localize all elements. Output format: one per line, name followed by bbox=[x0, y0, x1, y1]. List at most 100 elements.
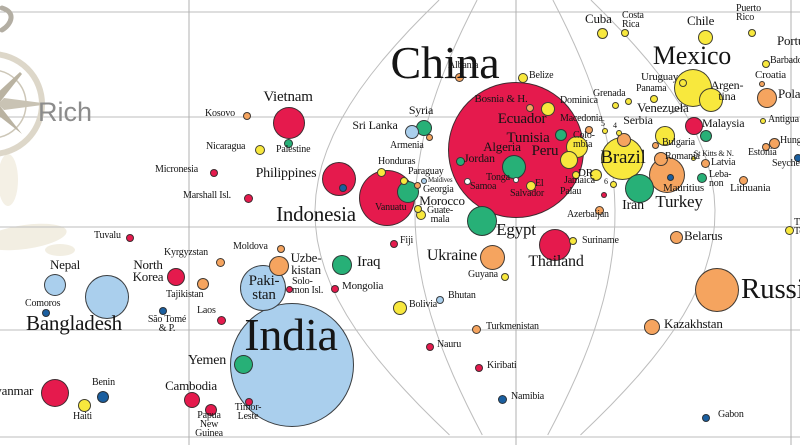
label-colo-mbia: Colo- mbia bbox=[573, 130, 595, 151]
bubble-puerto-rico bbox=[748, 29, 756, 37]
bubble-bhutan bbox=[436, 296, 444, 304]
bubble-dominican-rep bbox=[590, 169, 602, 181]
bubble-comoros bbox=[42, 309, 50, 317]
bubble-malaysia bbox=[685, 117, 703, 135]
bubble-vanuatu bbox=[414, 205, 422, 213]
bubble-cuba bbox=[596, 27, 608, 39]
bubble-uruguay bbox=[679, 79, 687, 87]
label-vanuatu: Vanuatu bbox=[375, 202, 407, 213]
label-connector-lines bbox=[669, 104, 687, 115]
bubble-solomon-isl bbox=[285, 285, 293, 293]
label-papua-new-guinea: Papua New Guinea bbox=[195, 410, 223, 440]
label-portugal: Portugal bbox=[777, 33, 800, 48]
bubble-belarus bbox=[669, 230, 683, 244]
label-bulgaria: Bulgaria bbox=[662, 137, 695, 148]
label-estonia: Estonia bbox=[748, 147, 777, 158]
bubble-palestine bbox=[283, 138, 293, 148]
label-georgia: Georgia bbox=[423, 184, 454, 195]
label-thailand: Thailand bbox=[528, 253, 584, 270]
label-iran: Iran bbox=[622, 198, 644, 213]
label-tuvalu: Tuvalu bbox=[94, 230, 121, 241]
bubble-kyrgyzstan bbox=[215, 257, 225, 267]
label-algeria: Algeria bbox=[483, 139, 521, 154]
label-ecuador: Ecuador bbox=[497, 111, 547, 127]
bubble-philippines bbox=[322, 162, 356, 196]
bubble-tunisia bbox=[555, 129, 567, 141]
bubble-el-salvador bbox=[526, 181, 536, 191]
bubble-uzbekistan bbox=[269, 256, 289, 276]
label-tunisia: Tunisia bbox=[506, 130, 550, 146]
label-lithuania: Lithuania bbox=[730, 182, 771, 194]
bubble-palau bbox=[601, 192, 607, 198]
bubble-lebanon bbox=[697, 173, 707, 183]
label-brazil: Brazil bbox=[600, 147, 646, 168]
label-nepal: Nepal bbox=[49, 257, 81, 272]
bubble-small-5 bbox=[602, 128, 608, 134]
bubble-dominica bbox=[624, 97, 632, 105]
label-north-korea: North Korea bbox=[132, 257, 164, 284]
label-trinidad-tobago: Trinidad Tobago bbox=[794, 217, 800, 238]
bubble-costa-rica bbox=[621, 29, 629, 37]
bubble-libya bbox=[700, 130, 712, 142]
label-palestine: Palestine bbox=[276, 144, 311, 155]
label-rich: Rich bbox=[38, 97, 93, 127]
bubble-poland bbox=[757, 88, 777, 108]
bubble-bulgaria bbox=[651, 141, 659, 149]
label-6: 6 bbox=[604, 177, 608, 186]
bubble-lithuania bbox=[738, 175, 748, 185]
bubble-seychelles bbox=[794, 154, 800, 162]
bubble-fiji bbox=[390, 240, 398, 248]
bubble-jordan bbox=[455, 156, 465, 166]
bubble-barbados bbox=[762, 60, 770, 68]
label-paraguay: Paraguay bbox=[408, 166, 444, 177]
label-nauru: Nauru bbox=[437, 339, 461, 350]
label-jamaica: Jamaica bbox=[564, 175, 595, 186]
bubble-tuvalu bbox=[126, 234, 134, 242]
bubble-micronesia bbox=[210, 169, 218, 177]
decorative-flourish bbox=[0, 5, 14, 33]
label-grenada: Grenada bbox=[593, 88, 626, 99]
bubble-kazakhstan bbox=[644, 319, 660, 335]
label-macedonia: Macedonia bbox=[560, 113, 603, 124]
label-marshall-isl: Marshall Isl. bbox=[183, 190, 231, 201]
label-puerto-rico: Puerto Rico bbox=[736, 3, 761, 24]
bubble-serbia bbox=[617, 133, 631, 147]
bubble-moldova bbox=[277, 245, 285, 253]
label-fiji: Fiji bbox=[400, 235, 414, 246]
label-nicaragua: Nicaragua bbox=[206, 141, 246, 152]
bubble-tajikistan bbox=[197, 278, 209, 290]
label-maldives: Maldives bbox=[428, 176, 453, 184]
label-guyana: Guyana bbox=[468, 269, 498, 280]
label-bhutan: Bhutan bbox=[448, 290, 476, 301]
label-mexico: Mexico bbox=[652, 41, 732, 70]
label-albania: Albania bbox=[448, 60, 479, 71]
label-st-kitts-n: St Kitts & N. bbox=[694, 149, 734, 158]
bubble-mauritius bbox=[666, 173, 674, 181]
bubble-jamaica bbox=[572, 171, 580, 179]
label-argen-tina: Argen- tina bbox=[710, 78, 744, 104]
faint-landmass-decoration bbox=[0, 154, 75, 256]
label-palau: Palau bbox=[560, 186, 582, 197]
bubble-papua-new-guinea bbox=[205, 404, 217, 416]
bubble-romania bbox=[654, 152, 668, 166]
label-tonga: Tonga bbox=[486, 172, 510, 183]
label-antigua-b: Antigua & B. bbox=[768, 114, 799, 125]
bubble-namibia bbox=[497, 394, 507, 404]
bubble-iraq bbox=[332, 255, 352, 275]
bubble-s-o-tom-p bbox=[159, 307, 167, 315]
bubble-bosnia-h bbox=[526, 104, 534, 112]
label-chile: Chile bbox=[687, 13, 715, 28]
label-laos: Laos bbox=[197, 305, 216, 316]
label-kiribati: Kiribati bbox=[487, 360, 517, 371]
label-iraq: Iraq bbox=[357, 254, 381, 270]
label-namibia: Namibia bbox=[511, 391, 545, 402]
bubble-armenia bbox=[425, 133, 433, 141]
bubble-estonia bbox=[762, 143, 770, 151]
bubble-benin bbox=[97, 391, 109, 403]
label-morocco: Morocco bbox=[419, 193, 465, 208]
compass-rose-icon bbox=[0, 51, 50, 157]
label-cuba: Cuba bbox=[585, 11, 612, 26]
